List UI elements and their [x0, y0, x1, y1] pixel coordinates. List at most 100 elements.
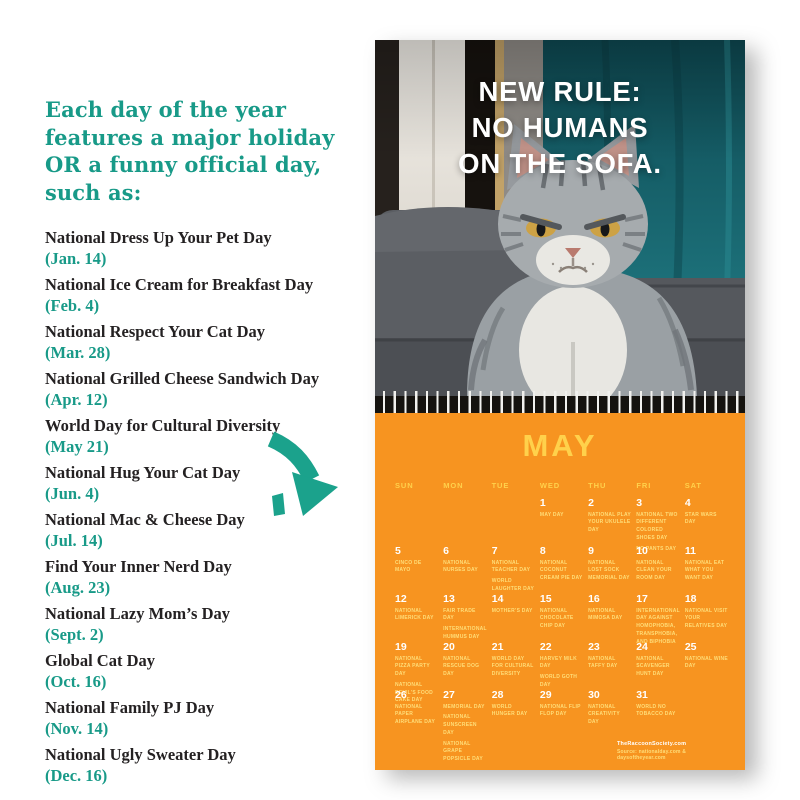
calendar-photo-page: NEW RULE: NO HUMANS ON THE SOFA.	[375, 40, 745, 396]
day-cell: 8 NATIONAL COCONUT CREAM PIE DAY	[540, 545, 588, 593]
date-number: 11	[684, 545, 696, 557]
holiday-label: WORLD DAY FOR CULTURAL DIVERSITY	[491, 655, 534, 678]
holiday-date: (Aug. 23)	[45, 577, 111, 597]
day-cell: 31 WORLD NO TOBACCO DAY	[636, 689, 685, 737]
holiday-date: (Jan. 14)	[45, 248, 107, 268]
spiral-binding	[375, 391, 745, 417]
holiday-date: (May 21)	[45, 436, 109, 456]
holiday-name: National Hug Your Cat Day	[45, 462, 241, 482]
day-cell: 27 MEMORIAL DAY NATIONAL SUNSCREEN DAY NATI…	[443, 689, 492, 762]
date-number: 25	[684, 641, 697, 653]
date-number: 14	[491, 593, 504, 605]
holiday-name: National Grilled Cheese Sandwich Day	[45, 368, 320, 388]
holiday-list-item: National Ugly Sweater Day (Dec. 16)	[45, 744, 345, 786]
date-number: 9	[588, 545, 594, 557]
holiday-date: (Jun. 4)	[45, 483, 100, 503]
holiday-date: (Oct. 16)	[45, 671, 107, 691]
holiday-label: NATIONAL TAFFY DAY	[588, 655, 618, 670]
holiday-date: (Nov. 14)	[45, 718, 109, 738]
holiday-label: NATIONAL GRAPE POPSICLE DAY	[443, 740, 483, 763]
date-number: 30	[588, 689, 600, 701]
weekday-label: MON	[443, 481, 464, 490]
day-cell: 3 NATIONAL TWO DIFFERENT COLORED SHOES DA…	[636, 497, 685, 552]
holiday-label: FAIR TRADE DAY	[443, 607, 476, 622]
holiday-date: (Feb. 4)	[45, 295, 100, 315]
poster-line-3: ON THE SOFA.	[458, 147, 662, 179]
day-cell: 5 CINCO DE MAYO	[395, 545, 443, 593]
date-number: 29	[539, 689, 552, 701]
day-cell: 14 MOTHER’S DAY	[492, 593, 540, 641]
holiday-label: NATIONAL PAPER AIRPLANE DAY	[395, 703, 436, 726]
holiday-date: (Apr. 12)	[45, 389, 108, 409]
day-cell: 16 NATIONAL MIMOSA DAY	[588, 593, 636, 641]
date-number: 18	[684, 593, 697, 605]
holiday-label: NATIONAL EAT WHAT YOU WANT DAY	[684, 559, 725, 582]
holiday-label: NATIONAL LIMERICK DAY	[395, 607, 434, 622]
day-cell: 15 NATIONAL CHOCOLATE CHIP DAY	[540, 593, 588, 641]
holiday-name: Find Your Inner Nerd Day	[45, 556, 232, 576]
day-cell: 23 NATIONAL TAFFY DAY	[588, 641, 636, 689]
date-number: 6	[443, 545, 449, 557]
poster-line-1: NEW RULE:	[478, 76, 642, 107]
date-number: 13	[443, 593, 455, 605]
holiday-label: NO PANTS DAY	[636, 545, 677, 552]
holiday-list-item: World Day for Cultural Diversity (May 21)	[45, 415, 345, 457]
holiday-label: NATIONAL SUNSCREEN DAY	[443, 714, 477, 736]
day-cell	[492, 497, 540, 545]
holiday-list-item: National Hug Your Cat Day (Jun. 4)	[45, 462, 345, 504]
calendar-month-page: MAY SUN MON TUE WED THU FRI SAT 1 MAY DAY 2 NATIO…	[375, 413, 745, 770]
holiday-date: (Sept. 2)	[45, 624, 104, 644]
date-number: 16	[588, 593, 600, 605]
weekday-label: WED	[539, 481, 561, 490]
holiday-label: NATIONAL WINE DAY	[684, 655, 728, 670]
day-cell	[395, 497, 443, 545]
intro-heading: Each day of the year features a major ho…	[45, 97, 335, 206]
holiday-label: WORLD NO TOBACCO DAY	[636, 703, 676, 718]
holiday-label: NATIONAL RESCUE DOG DAY	[443, 655, 480, 678]
holiday-name: National Lazy Mom’s Day	[45, 603, 230, 623]
holiday-label: NATIONAL NURSES DAY	[443, 559, 478, 574]
holiday-label: NATIONAL TWO DIFFERENT COLORED SHOES DAY	[636, 511, 678, 541]
holiday-list-item: National Respect Your Cat Day (Mar. 28)	[45, 321, 345, 363]
day-cell: 25 NATIONAL WINE DAY	[685, 641, 733, 689]
day-cell	[685, 689, 733, 737]
holiday-label: NATIONAL CREATIVITY DAY	[588, 703, 620, 726]
holiday-list-item: National Family PJ Day (Nov. 14)	[45, 697, 345, 739]
holiday-name: Global Cat Day	[45, 650, 156, 670]
holiday-label: MEMORIAL DAY	[443, 703, 485, 710]
date-number: 26	[395, 689, 407, 701]
date-number: 4	[684, 497, 691, 509]
day-cell: 1 MAY DAY	[540, 497, 588, 545]
holiday-date: (Mar. 28)	[45, 342, 111, 362]
weekday-label: SAT	[684, 481, 702, 490]
holiday-label: INTERNATIONAL DAY AGAINST HOMOPHOBIA, TR…	[636, 607, 680, 645]
date-number: 19	[395, 641, 407, 653]
holiday-label: NATIONAL PLAY YOUR UKULELE DAY	[588, 511, 631, 534]
holiday-list: National Dress Up Your Pet Day (Jan. 14) N…	[45, 227, 345, 786]
holiday-name: National Dress Up Your Pet Day	[45, 227, 272, 247]
date-number: 12	[395, 593, 407, 605]
poster-caption: NEW RULE: NO HUMANS ON THE SOFA.	[375, 74, 745, 181]
date-number: 10	[636, 545, 648, 557]
holiday-label: NATIONAL VISIT YOUR RELATIVES DAY	[684, 607, 728, 630]
day-cell: 20 NATIONAL RESCUE DOG DAY	[443, 641, 492, 689]
day-cell: 17 INTERNATIONAL DAY AGAINST HOMOPHOBIA, …	[636, 593, 685, 645]
holiday-list-item: National Ice Cream for Breakfast Day (Feb…	[45, 274, 345, 316]
weekday-label: FRI	[636, 481, 652, 490]
holiday-label: NATIONAL TEACHER DAY	[491, 559, 531, 574]
arrow-icon	[267, 431, 338, 516]
day-cell: 11 NATIONAL EAT WHAT YOU WANT DAY	[685, 545, 733, 593]
day-cell: 6 NATIONAL NURSES DAY	[443, 545, 492, 593]
day-cell: 22 HARVEY MILK DAY WORLD GOTH DAY	[540, 641, 588, 689]
date-number: 28	[491, 689, 504, 701]
footer-source: Source: nationalday.com & daysoftheyear.…	[617, 749, 687, 761]
holiday-label: NATIONAL PIZZA PARTY DAY	[395, 655, 430, 678]
holiday-label: NATIONAL FLIP FLOP DAY	[539, 703, 581, 718]
holiday-label: CINCO DE MAYO	[395, 559, 422, 574]
holiday-name: National Ice Cream for Breakfast Day	[45, 274, 314, 294]
intro-column: Each day of the year features a major ho…	[45, 96, 345, 791]
holiday-label: MOTHER’S DAY	[491, 607, 533, 614]
holiday-name: National Ugly Sweater Day	[45, 744, 236, 764]
holiday-name: World Day for Cultural Diversity	[45, 415, 281, 435]
